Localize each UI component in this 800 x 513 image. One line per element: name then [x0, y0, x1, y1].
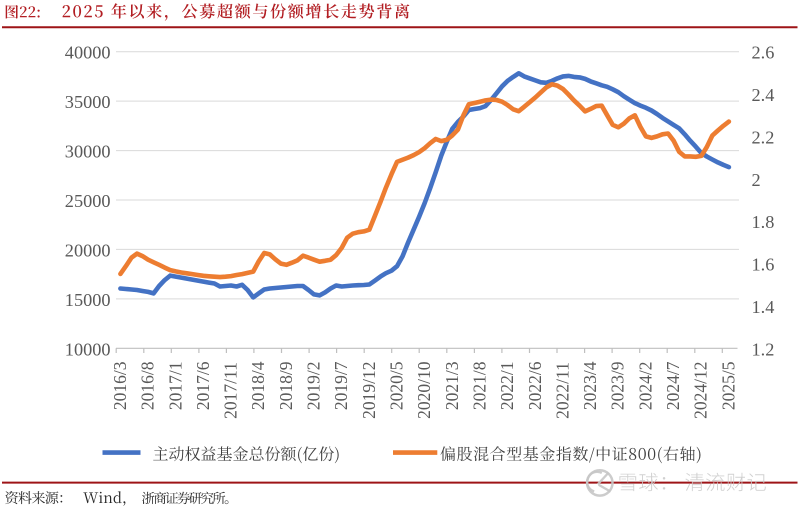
svg-text:2020/5: 2020/5 — [387, 361, 407, 410]
svg-text:30000: 30000 — [65, 142, 111, 162]
svg-text:1.8: 1.8 — [752, 212, 775, 232]
svg-text:2023/4: 2023/4 — [580, 361, 600, 410]
svg-text:2017/6: 2017/6 — [193, 361, 213, 410]
svg-text:2021/3: 2021/3 — [442, 361, 462, 410]
svg-text:2: 2 — [752, 170, 761, 190]
svg-text:15000: 15000 — [65, 290, 111, 310]
svg-text:2022/11: 2022/11 — [552, 362, 572, 419]
svg-text:2025/5: 2025/5 — [718, 361, 738, 410]
svg-text:1.6: 1.6 — [752, 255, 775, 275]
svg-text:2.4: 2.4 — [752, 85, 775, 105]
svg-text:2017/11: 2017/11 — [221, 362, 241, 419]
svg-text:2020/10: 2020/10 — [414, 361, 434, 419]
svg-text:40000: 40000 — [65, 43, 111, 63]
svg-text:2019/12: 2019/12 — [359, 362, 379, 419]
svg-text:2022/6: 2022/6 — [525, 361, 545, 410]
svg-text:2021/8: 2021/8 — [469, 361, 489, 410]
svg-text:2023/9: 2023/9 — [608, 361, 628, 410]
svg-text:25000: 25000 — [65, 191, 111, 211]
svg-text:2016/3: 2016/3 — [110, 361, 130, 410]
svg-text:2019/7: 2019/7 — [331, 361, 351, 410]
svg-text:2024/2: 2024/2 — [635, 361, 655, 410]
svg-text:2018/9: 2018/9 — [276, 361, 296, 410]
svg-text:2.6: 2.6 — [752, 43, 775, 63]
svg-text:2024/12: 2024/12 — [691, 362, 711, 419]
svg-text:2019/2: 2019/2 — [304, 361, 324, 410]
svg-text:35000: 35000 — [65, 92, 111, 112]
svg-text:10000: 10000 — [65, 339, 111, 359]
svg-text:2017/1: 2017/1 — [165, 361, 185, 410]
svg-text:2018/4: 2018/4 — [248, 361, 268, 410]
svg-text:1.4: 1.4 — [752, 297, 775, 317]
svg-text:1.2: 1.2 — [752, 339, 775, 359]
svg-text:2.2: 2.2 — [752, 127, 775, 147]
svg-text:2022/1: 2022/1 — [497, 361, 517, 410]
svg-text:2024/7: 2024/7 — [663, 361, 683, 410]
svg-text:20000: 20000 — [65, 240, 111, 260]
svg-text:2016/8: 2016/8 — [138, 361, 158, 410]
